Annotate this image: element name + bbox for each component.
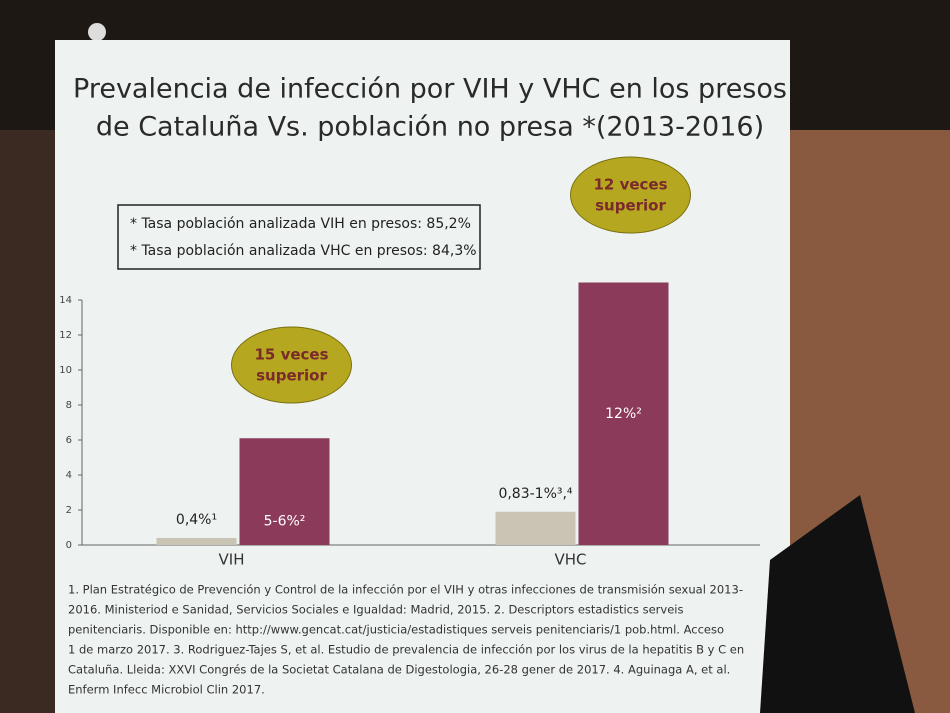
note-line: * Tasa población analizada VIH en presos… xyxy=(130,216,471,232)
y-tick-label: 0 xyxy=(66,540,72,551)
y-tick-label: 6 xyxy=(66,435,72,446)
value-label: 0,4%¹ xyxy=(176,512,217,528)
y-tick-label: 14 xyxy=(59,295,72,306)
bar xyxy=(578,282,669,545)
annotation-oval xyxy=(231,326,352,404)
note-box xyxy=(117,204,481,270)
footnote-line: 2016. Ministeriod e Sanidad, Servicios S… xyxy=(68,603,683,617)
value-label: 0,83-1%³,⁴ xyxy=(498,486,572,502)
x-tick-label: VHC xyxy=(554,551,586,569)
slide: Prevalencia de infección por VIH y VHC e… xyxy=(55,40,790,713)
bar xyxy=(239,438,330,545)
footnote-line: 1 de marzo 2017. 3. Rodriguez-Tajes S, e… xyxy=(68,643,744,657)
footnote-line: Cataluña. Lleida: XXVI Congrés de la Soc… xyxy=(68,663,730,677)
footnote-line: penitenciaris. Disponible en: http://www… xyxy=(68,623,724,637)
value-label: 5-6%² xyxy=(264,514,306,530)
annotation-oval xyxy=(570,156,691,234)
y-tick-label: 10 xyxy=(59,365,72,376)
title-line: de Cataluña Vs. población no presa *(201… xyxy=(96,112,764,143)
bar xyxy=(156,538,237,545)
value-label: 12%² xyxy=(605,406,642,422)
note-line: * Tasa población analizada VHC en presos… xyxy=(130,243,477,259)
title-line: Prevalencia de infección por VIH y VHC e… xyxy=(73,74,787,105)
ceiling-light xyxy=(88,23,106,41)
annotation-text: superior xyxy=(256,367,327,385)
y-tick-label: 2 xyxy=(66,505,72,516)
bar xyxy=(495,511,576,545)
annotation-text: 15 veces xyxy=(254,346,328,364)
annotation-text: 12 veces xyxy=(593,176,667,194)
footnote-line: 1. Plan Estratégico de Prevención y Cont… xyxy=(68,583,743,597)
y-tick-label: 4 xyxy=(66,470,72,481)
annotation-text: superior xyxy=(595,197,666,215)
footnote-line: Enferm Infecc Microbiol Clin 2017. xyxy=(68,683,265,697)
monitor xyxy=(760,495,915,713)
y-tick-label: 8 xyxy=(66,400,72,411)
y-tick-label: 12 xyxy=(59,330,72,341)
x-tick-label: VIH xyxy=(219,551,245,569)
